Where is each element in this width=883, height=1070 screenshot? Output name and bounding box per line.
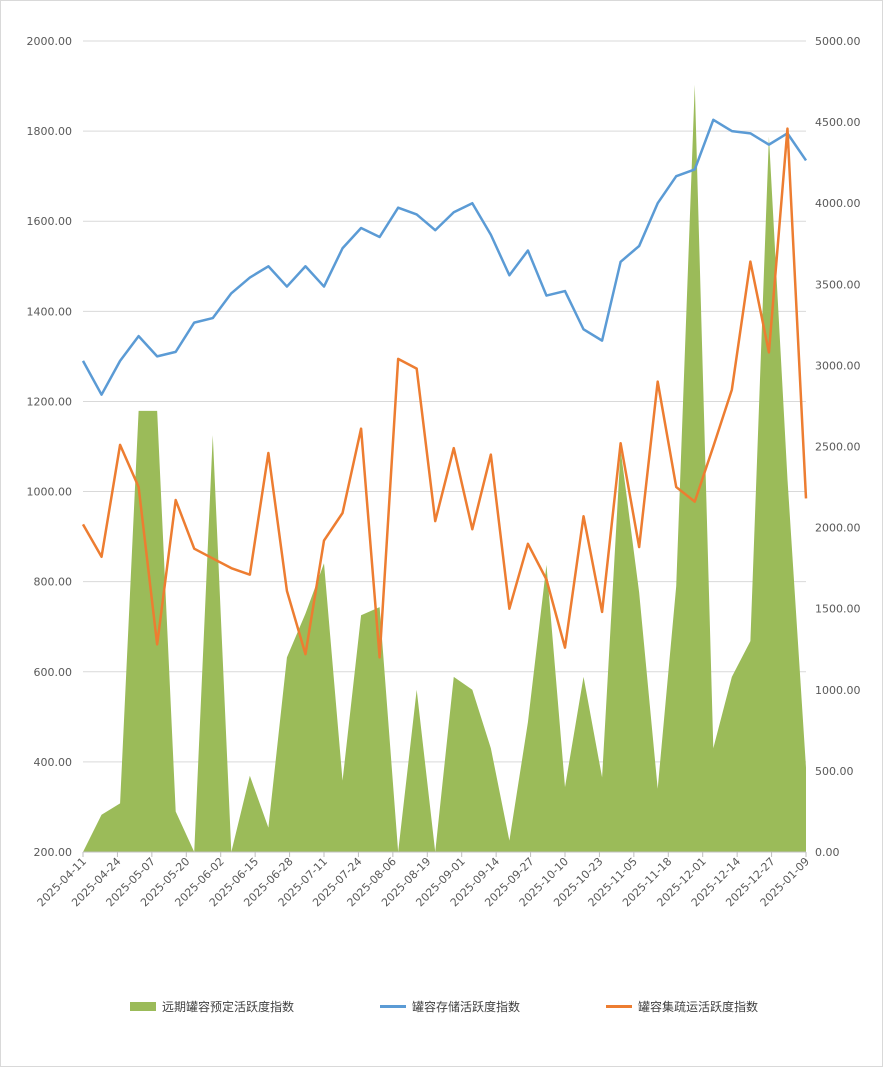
left-axis-tick-label: 200.00 — [34, 846, 73, 859]
right-axis-tick-label: 4500.00 — [815, 116, 861, 129]
legend-label: 罐容集疏运活跃度指数 — [638, 998, 758, 1015]
right-axis-tick-label: 4000.00 — [815, 197, 861, 210]
legend-item-transport: 罐容集疏运活跃度指数 — [606, 998, 758, 1015]
right-axis-tick-label: 2500.00 — [815, 441, 861, 454]
left-axis-tick-label: 1200.00 — [27, 395, 73, 408]
left-axis-tick-label: 600.00 — [34, 666, 73, 679]
right-axis-tick-label: 3500.00 — [815, 278, 861, 291]
legend-item-storage: 罐容存储活跃度指数 — [380, 998, 520, 1015]
left-axis-tick-label: 400.00 — [34, 756, 73, 769]
right-axis-tick-label: 2000.00 — [815, 522, 861, 535]
right-axis-tick-label: 1500.00 — [815, 603, 861, 616]
legend-swatch-line — [380, 1005, 406, 1008]
legend-item-forward-booking: 远期罐容预定活跃度指数 — [130, 998, 294, 1015]
legend: 远期罐容预定活跃度指数 罐容存储活跃度指数 罐容集疏运活跃度指数 — [0, 998, 883, 1018]
left-y-axis: 200.00 400.00 600.00 800.00 1000.00 1200.00 14… — [27, 35, 73, 859]
area-series-layer — [83, 85, 806, 852]
x-axis: 2025-04-112025-04-242025-05-072025-05-20… — [35, 852, 812, 909]
legend-label: 罐容存储活跃度指数 — [412, 998, 520, 1015]
left-axis-tick-label: 2000.00 — [27, 35, 73, 48]
legend-label: 远期罐容预定活跃度指数 — [162, 998, 294, 1015]
series-area-forward-booking — [83, 85, 806, 852]
right-axis-tick-label: 5000.00 — [815, 35, 861, 48]
legend-swatch-area — [130, 1002, 156, 1011]
right-axis-tick-label: 1000.00 — [815, 684, 861, 697]
left-axis-tick-label: 1800.00 — [27, 125, 73, 138]
right-axis-tick-label: 0.00 — [815, 846, 840, 859]
right-axis-tick-label: 3000.00 — [815, 359, 861, 372]
legend-swatch-line — [606, 1005, 632, 1008]
left-axis-tick-label: 1600.00 — [27, 215, 73, 228]
left-axis-tick-label: 1000.00 — [27, 486, 73, 499]
right-y-axis: 0.00 500.00 1000.00 1500.00 2000.00 2500.00 30… — [815, 35, 861, 859]
left-axis-tick-label: 1400.00 — [27, 305, 73, 318]
left-axis-tick-label: 800.00 — [34, 576, 73, 589]
right-axis-tick-label: 500.00 — [815, 765, 854, 778]
